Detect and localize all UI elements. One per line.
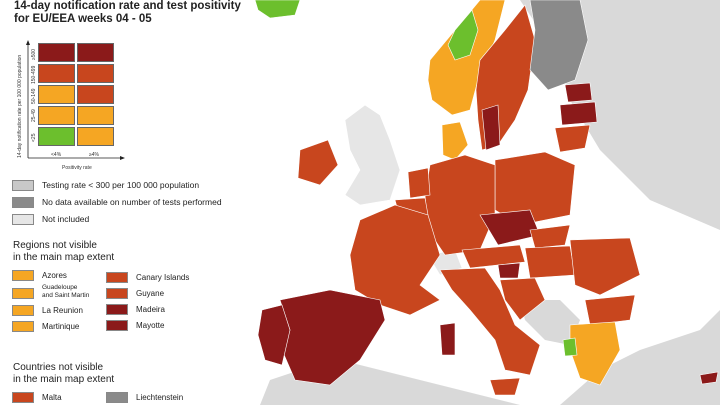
map-title: 14-day notification rate and test positi… <box>14 0 241 26</box>
lithuania <box>554 124 591 153</box>
legend-label: Testing rate < 300 per 100 000 populatio… <box>42 180 200 190</box>
balkans-non-eu <box>520 300 580 345</box>
slovakia <box>529 224 571 249</box>
norway-green <box>447 9 479 61</box>
countries-heading: Countries not visible in the main map ex… <box>13 362 114 386</box>
region-label: Azores <box>42 271 67 280</box>
non-eu-landmass <box>520 0 720 405</box>
ireland <box>297 139 339 186</box>
legend-matrix <box>38 43 120 155</box>
italy <box>439 267 541 376</box>
region-label: La Reunion <box>42 306 83 315</box>
matrix-cell <box>77 127 114 146</box>
legend-label: Not included <box>42 214 90 224</box>
region-swatch <box>12 305 34 316</box>
austria <box>461 244 526 269</box>
countries-heading-line-1: Countries not visible <box>13 362 104 373</box>
matrix-axes <box>26 40 125 160</box>
denmark <box>441 121 469 161</box>
bulgaria <box>584 294 636 326</box>
slovenia <box>497 262 521 279</box>
region-label: Guyane <box>136 289 165 298</box>
sardinia <box>439 322 456 356</box>
matrix-cell <box>77 85 114 104</box>
countries-heading-line-2: in the main map extent <box>13 374 115 385</box>
matrix-cell <box>77 64 114 83</box>
matrix-cell <box>38 85 75 104</box>
region-swatch <box>106 288 128 299</box>
czechia <box>479 209 541 246</box>
region-label: Guadeloupe and Saint Martin <box>42 284 90 299</box>
iceland <box>254 0 301 19</box>
matrix-col-label: ≥4% <box>89 152 99 158</box>
sweden-south <box>481 104 501 151</box>
region-label: Madeira <box>136 305 165 314</box>
regions-heading-line-2: in the main map extent <box>13 252 115 263</box>
region-label: Canary Islands <box>136 273 190 282</box>
romania <box>569 237 641 296</box>
croatia <box>499 277 546 321</box>
portugal <box>257 304 291 366</box>
matrix-cell <box>77 43 114 62</box>
finland <box>529 0 589 91</box>
region-label: Mayotte <box>136 321 165 330</box>
legend-swatch <box>12 197 34 208</box>
title-line-2: for EU/EEA weeks 04 - 05 <box>14 13 152 25</box>
cyprus <box>699 371 719 385</box>
country-label: Liechtenstein <box>136 393 184 402</box>
turkey <box>620 355 720 405</box>
matrix-col-label: <4% <box>51 152 62 158</box>
matrix-cell <box>38 43 75 62</box>
country-label: Malta <box>42 393 62 402</box>
country-swatch <box>12 392 34 403</box>
region-swatch <box>106 304 128 315</box>
sicily <box>489 377 521 396</box>
matrix-cell <box>38 127 75 146</box>
region-swatch <box>106 320 128 331</box>
legend-label: No data available on number of tests per… <box>42 197 222 207</box>
matrix-cell <box>77 106 114 125</box>
hungary <box>524 245 576 279</box>
region-swatch <box>12 270 34 281</box>
matrix-x-axis-label: Positivity rate <box>62 165 92 171</box>
regions-heading-line-1: Regions not visible <box>13 240 97 251</box>
france <box>349 204 441 316</box>
country-swatch <box>106 392 128 403</box>
matrix-y-axis-label: 14-day notification rate per 100 000 pop… <box>17 54 23 158</box>
region-swatch <box>12 288 34 299</box>
estonia <box>564 82 593 103</box>
region-swatch <box>12 321 34 332</box>
legend-swatch <box>12 180 34 191</box>
latvia <box>559 101 598 126</box>
greece-green <box>562 337 578 357</box>
netherlands <box>407 167 431 199</box>
matrix-cell <box>38 64 75 83</box>
title-line-1: 14-day notification rate and test positi… <box>14 0 241 12</box>
matrix-cell <box>38 106 75 125</box>
region-swatch <box>106 272 128 283</box>
uk <box>344 104 401 206</box>
legend-swatch <box>12 214 34 225</box>
regions-heading: Regions not visible in the main map exte… <box>13 240 114 264</box>
region-label: Martinique <box>42 322 80 331</box>
